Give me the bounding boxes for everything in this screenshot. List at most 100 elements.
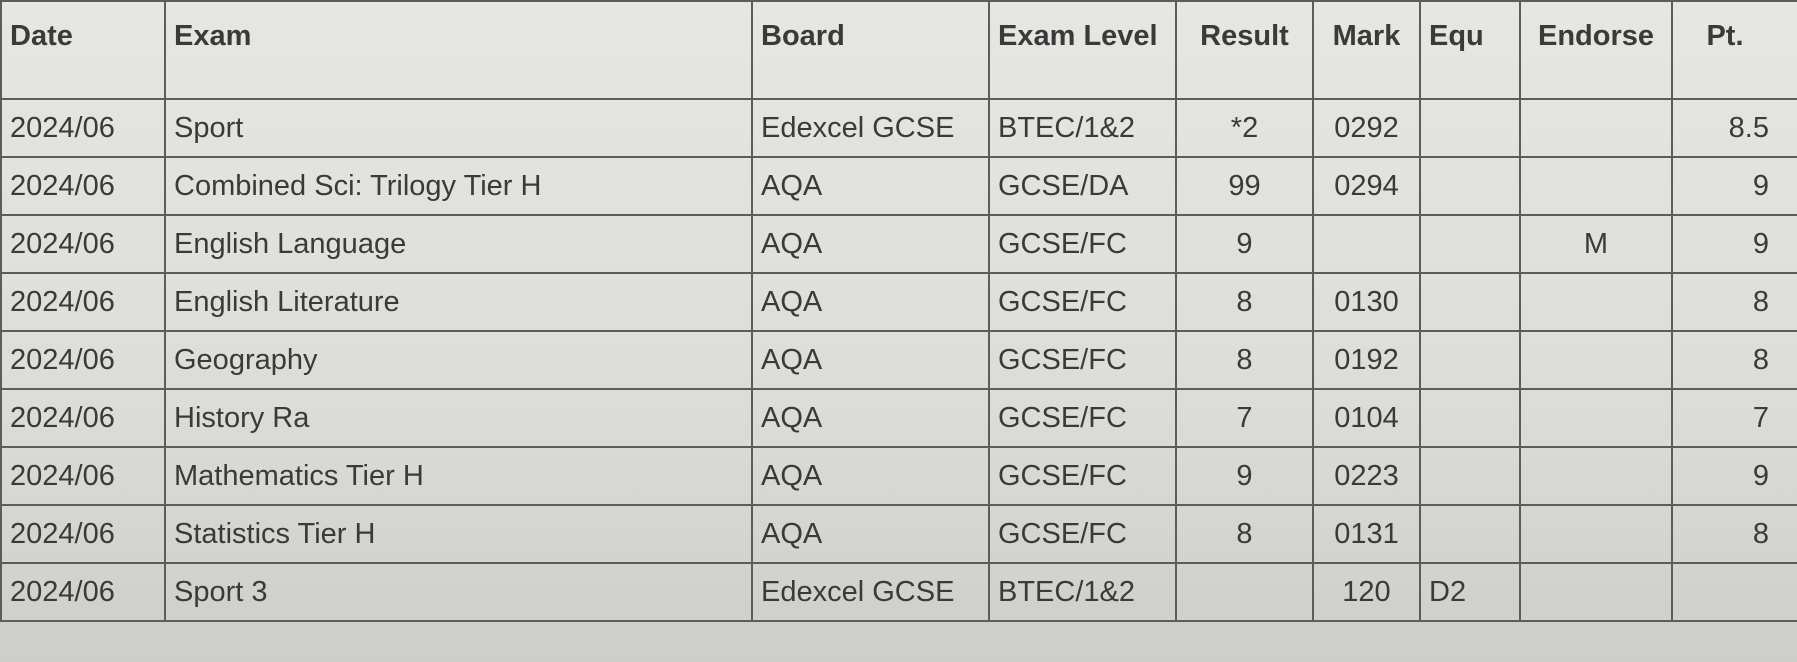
table-cell: GCSE/FC [988,504,1177,564]
table-cell [1519,562,1673,622]
header-cell: Equ [1419,0,1521,100]
table-cell [1519,98,1673,158]
table-cell: 0292 [1312,98,1421,158]
table-cell: AQA [751,388,990,448]
table-cell: 2024/06 [0,98,166,158]
table-cell: BTEC/1&2 [988,562,1177,622]
table-cell [1419,388,1521,448]
table-cell: Statistics Tier H [164,504,753,564]
table-cell: AQA [751,214,990,274]
table-cell [1519,446,1673,506]
table-cell: AQA [751,272,990,332]
table-row: 2024/06 History Ra AQA GCSE/FC 7 0104 7 [0,388,1797,448]
header-cell: Date [0,0,166,100]
table-cell: 0104 [1312,388,1421,448]
header-cell: Endorse [1519,0,1673,100]
table-row: 2024/06 Statistics Tier H AQA GCSE/FC 8 0131 8 [0,504,1797,564]
table-cell [1312,214,1421,274]
table-cell [1419,156,1521,216]
table-row: 2024/06 English Language AQA GCSE/FC 9 M 9 [0,214,1797,274]
table-cell: 7 [1671,388,1797,448]
table-cell: 8 [1175,330,1314,390]
table-cell: 2024/06 [0,156,166,216]
table-cell: 9 [1671,446,1797,506]
table-cell [1419,446,1521,506]
table-cell [1519,388,1673,448]
table-cell: 2024/06 [0,446,166,506]
table-cell: 8 [1175,272,1314,332]
table-cell: 0131 [1312,504,1421,564]
table-cell: AQA [751,446,990,506]
table-cell: BTEC/1&2 [988,98,1177,158]
table-cell: 8 [1671,272,1797,332]
header-cell: Board [751,0,990,100]
table-cell [1519,156,1673,216]
table-cell: Sport 3 [164,562,753,622]
table-cell: History Ra [164,388,753,448]
table-cell [1519,272,1673,332]
table-cell: Geography [164,330,753,390]
table-cell [1519,504,1673,564]
table-cell: 120 [1312,562,1421,622]
table-cell: 2024/06 [0,214,166,274]
table-cell: Combined Sci: Trilogy Tier H [164,156,753,216]
table-body: 2024/06 Sport Edexcel GCSE BTEC/1&2 *2 0292 8.… [0,98,1797,622]
table-cell: GCSE/FC [988,272,1177,332]
table-cell: GCSE/DA [988,156,1177,216]
table-cell: 0294 [1312,156,1421,216]
table-cell: 8 [1671,504,1797,564]
table-row: 2024/06 Sport Edexcel GCSE BTEC/1&2 *2 0292 8.… [0,98,1797,158]
table-cell [1419,214,1521,274]
table-cell [1519,330,1673,390]
table-cell: 8 [1671,330,1797,390]
table-cell: 8.5 [1671,98,1797,158]
header-cell: Exam Level [988,0,1177,100]
table-cell: English Language [164,214,753,274]
header-row: Date Exam Board Exam Level Result Mark Equ Endo… [0,0,1797,100]
table-cell: 7 [1175,388,1314,448]
header-cell: Mark [1312,0,1421,100]
table-cell: 2024/06 [0,272,166,332]
table-cell: M [1519,214,1673,274]
results-table: Date Exam Board Exam Level Result Mark Equ Endo… [0,0,1797,622]
table-cell: AQA [751,156,990,216]
table-row: 2024/06 Geography AQA GCSE/FC 8 0192 8 [0,330,1797,390]
table-cell [1419,504,1521,564]
table-row: 2024/06 English Literature AQA GCSE/FC 8 0130… [0,272,1797,332]
table-cell [1671,562,1797,622]
table-cell: 0130 [1312,272,1421,332]
table-cell: Mathematics Tier H [164,446,753,506]
table-cell: 0192 [1312,330,1421,390]
table-cell: 9 [1175,446,1314,506]
table-cell: 9 [1671,214,1797,274]
table-cell: 2024/06 [0,504,166,564]
table-row: 2024/06 Mathematics Tier H AQA GCSE/FC 9 0223… [0,446,1797,506]
table-cell [1419,98,1521,158]
table-cell: Edexcel GCSE [751,562,990,622]
table-cell: 99 [1175,156,1314,216]
table-cell: 2024/06 [0,388,166,448]
table-cell: GCSE/FC [988,214,1177,274]
table-cell [1419,272,1521,332]
table-row: 2024/06 Combined Sci: Trilogy Tier H AQA GC… [0,156,1797,216]
table-cell: GCSE/FC [988,446,1177,506]
table-row: 2024/06 Sport 3 Edexcel GCSE BTEC/1&2 120 D2 [0,562,1797,622]
table-cell [1419,330,1521,390]
table-cell: GCSE/FC [988,388,1177,448]
header-cell: Pt. [1671,0,1797,100]
table-cell: 9 [1175,214,1314,274]
header-cell: Exam [164,0,753,100]
table-cell: Edexcel GCSE [751,98,990,158]
table-cell: D2 [1419,562,1521,622]
table-cell: 8 [1175,504,1314,564]
table-cell: Sport [164,98,753,158]
table-cell: 0223 [1312,446,1421,506]
table-cell: AQA [751,504,990,564]
table-cell: GCSE/FC [988,330,1177,390]
table-cell: *2 [1175,98,1314,158]
table-cell: 2024/06 [0,562,166,622]
table-cell: 2024/06 [0,330,166,390]
table-cell: English Literature [164,272,753,332]
table-cell: AQA [751,330,990,390]
